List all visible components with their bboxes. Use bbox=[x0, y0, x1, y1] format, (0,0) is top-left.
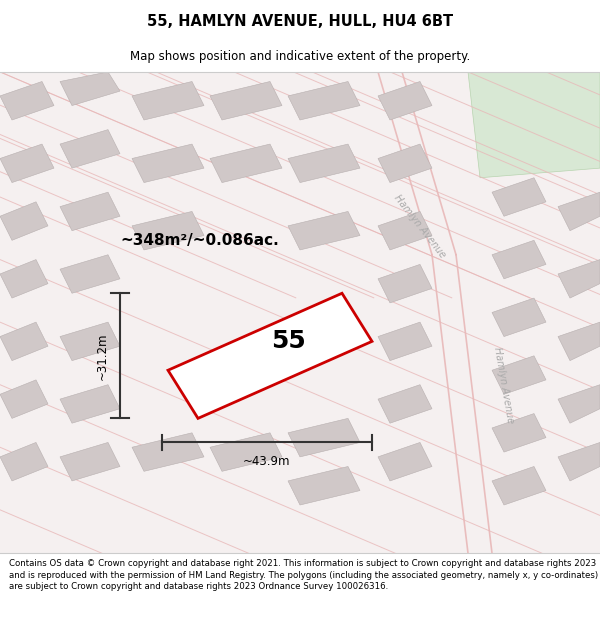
Text: ~43.9m: ~43.9m bbox=[243, 455, 291, 468]
Text: Map shows position and indicative extent of the property.: Map shows position and indicative extent… bbox=[130, 49, 470, 62]
Polygon shape bbox=[132, 81, 204, 120]
Polygon shape bbox=[60, 129, 120, 168]
Polygon shape bbox=[558, 384, 600, 423]
Polygon shape bbox=[0, 144, 54, 182]
Polygon shape bbox=[492, 240, 546, 279]
Polygon shape bbox=[60, 72, 120, 106]
Polygon shape bbox=[288, 211, 360, 250]
Polygon shape bbox=[492, 356, 546, 394]
Polygon shape bbox=[132, 211, 204, 250]
Polygon shape bbox=[558, 322, 600, 361]
Polygon shape bbox=[378, 144, 432, 182]
Polygon shape bbox=[0, 259, 48, 298]
Polygon shape bbox=[558, 259, 600, 298]
Polygon shape bbox=[168, 293, 372, 418]
Polygon shape bbox=[558, 192, 600, 231]
Polygon shape bbox=[60, 442, 120, 481]
Polygon shape bbox=[492, 177, 546, 216]
Text: ~348m²/~0.086ac.: ~348m²/~0.086ac. bbox=[120, 232, 279, 248]
Polygon shape bbox=[288, 466, 360, 505]
Polygon shape bbox=[60, 192, 120, 231]
Polygon shape bbox=[378, 384, 432, 423]
Polygon shape bbox=[378, 81, 432, 120]
Polygon shape bbox=[0, 380, 48, 418]
Polygon shape bbox=[558, 442, 600, 481]
Polygon shape bbox=[0, 81, 54, 120]
Polygon shape bbox=[0, 442, 48, 481]
Polygon shape bbox=[492, 466, 546, 505]
Polygon shape bbox=[378, 264, 432, 303]
Text: Hamlyn Avenue: Hamlyn Avenue bbox=[493, 346, 515, 424]
Polygon shape bbox=[210, 144, 282, 182]
Polygon shape bbox=[492, 414, 546, 452]
Polygon shape bbox=[210, 432, 282, 471]
Text: 55: 55 bbox=[271, 329, 305, 353]
Polygon shape bbox=[132, 432, 204, 471]
Polygon shape bbox=[210, 81, 282, 120]
Polygon shape bbox=[132, 144, 204, 182]
Text: Hamlyn Avenue: Hamlyn Avenue bbox=[392, 192, 448, 259]
Polygon shape bbox=[378, 211, 432, 250]
Polygon shape bbox=[378, 442, 432, 481]
Polygon shape bbox=[288, 81, 360, 120]
Text: Contains OS data © Crown copyright and database right 2021. This information is : Contains OS data © Crown copyright and d… bbox=[9, 559, 598, 591]
Text: ~31.2m: ~31.2m bbox=[95, 332, 109, 379]
Polygon shape bbox=[288, 418, 360, 457]
Polygon shape bbox=[60, 255, 120, 293]
Polygon shape bbox=[288, 144, 360, 182]
Polygon shape bbox=[378, 322, 432, 361]
Polygon shape bbox=[468, 72, 600, 178]
Text: 55, HAMLYN AVENUE, HULL, HU4 6BT: 55, HAMLYN AVENUE, HULL, HU4 6BT bbox=[147, 14, 453, 29]
Polygon shape bbox=[492, 298, 546, 336]
Polygon shape bbox=[60, 322, 120, 361]
Polygon shape bbox=[60, 384, 120, 423]
Polygon shape bbox=[0, 322, 48, 361]
Polygon shape bbox=[0, 202, 48, 240]
